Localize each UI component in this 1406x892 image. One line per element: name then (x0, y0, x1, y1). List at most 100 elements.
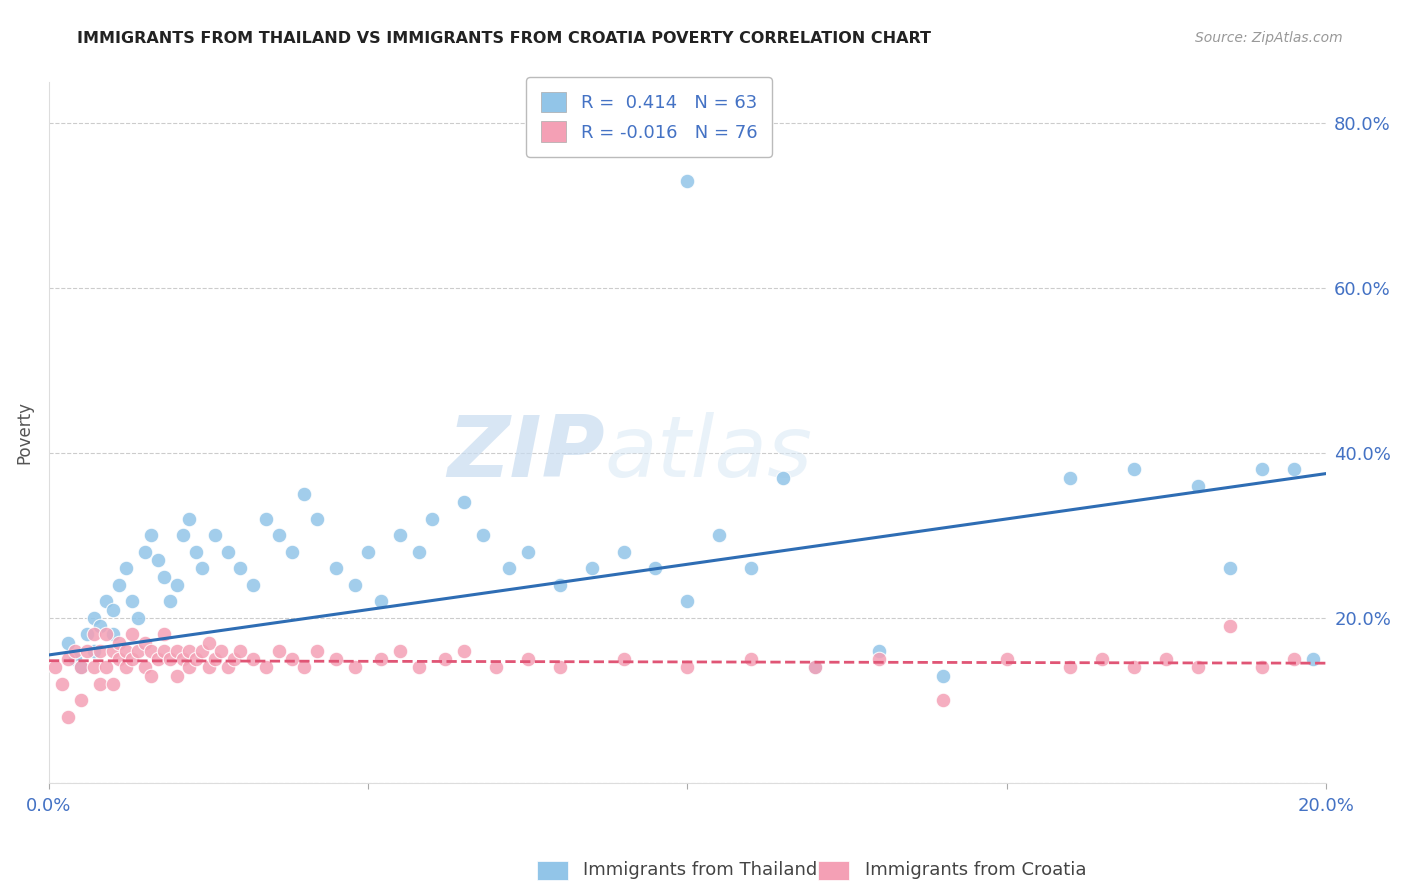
Point (408, 545, 430, 559)
Point (56, 652, 79, 666)
Point (114, 561, 136, 575)
Point (217, 545, 239, 559)
Point (292, 487, 315, 501)
Point (153, 644, 176, 658)
Point (740, 652, 762, 666)
Text: Source: ZipAtlas.com: Source: ZipAtlas.com (1195, 31, 1343, 45)
Point (1282, 462, 1305, 476)
Point (389, 644, 412, 658)
Point (516, 652, 538, 666)
Point (63, 652, 86, 666)
Point (644, 561, 666, 575)
Point (108, 578, 131, 592)
Point (204, 652, 226, 666)
Point (146, 553, 169, 567)
Point (453, 644, 475, 658)
Point (307, 512, 329, 526)
Point (166, 668, 188, 682)
Point (292, 660, 315, 674)
Point (1251, 462, 1274, 476)
Point (1282, 652, 1305, 666)
Point (179, 644, 201, 658)
Text: Immigrants from Thailand: Immigrants from Thailand (583, 861, 818, 879)
Point (485, 660, 508, 674)
Point (1091, 652, 1114, 666)
Point (76, 627, 98, 641)
Point (63, 644, 86, 658)
Point (1059, 660, 1081, 674)
Point (280, 652, 302, 666)
Point (995, 652, 1018, 666)
Point (472, 528, 495, 542)
Point (242, 578, 264, 592)
Point (121, 594, 143, 608)
Point (101, 627, 124, 641)
Point (70, 693, 93, 707)
Point (134, 660, 156, 674)
Point (772, 471, 794, 485)
Point (254, 512, 277, 526)
Point (56, 635, 79, 649)
Point (676, 174, 699, 188)
Point (83, 660, 105, 674)
Point (254, 660, 277, 674)
Point (184, 652, 207, 666)
Point (370, 652, 392, 666)
Point (166, 644, 188, 658)
Point (76, 644, 98, 658)
Point (548, 578, 571, 592)
Point (1219, 561, 1241, 575)
Point (101, 644, 124, 658)
Point (191, 644, 214, 658)
Point (804, 660, 827, 674)
Point (166, 578, 188, 592)
Point (1123, 660, 1146, 674)
Point (1187, 479, 1209, 493)
Text: IMMIGRANTS FROM THAILAND VS IMMIGRANTS FROM CROATIA POVERTY CORRELATION CHART: IMMIGRANTS FROM THAILAND VS IMMIGRANTS F… (77, 31, 931, 46)
Point (1187, 660, 1209, 674)
Point (224, 652, 246, 666)
Point (127, 644, 149, 658)
Point (159, 594, 181, 608)
Point (197, 635, 219, 649)
Point (325, 561, 347, 575)
Point (172, 652, 194, 666)
Point (612, 545, 634, 559)
Point (184, 545, 207, 559)
Point (344, 578, 367, 592)
Point (676, 594, 699, 608)
Point (420, 512, 443, 526)
Point (121, 627, 143, 641)
Legend: R =  0.414   N = 63, R = -0.016   N = 76: R = 0.414 N = 63, R = -0.016 N = 76 (526, 78, 772, 157)
Point (83, 644, 105, 658)
Text: atlas: atlas (605, 412, 813, 495)
Point (114, 660, 136, 674)
Point (121, 652, 143, 666)
Point (89, 677, 111, 691)
Point (516, 545, 538, 559)
Point (179, 512, 201, 526)
Point (229, 561, 252, 575)
Point (433, 652, 456, 666)
Point (70, 660, 93, 674)
Point (267, 644, 290, 658)
Point (280, 545, 302, 559)
Point (96, 627, 118, 641)
Point (153, 569, 176, 583)
Text: Immigrants from Croatia: Immigrants from Croatia (865, 861, 1087, 879)
Point (153, 627, 176, 641)
Point (204, 528, 226, 542)
Point (229, 644, 252, 658)
Point (134, 635, 156, 649)
Point (1059, 471, 1081, 485)
Point (70, 660, 93, 674)
Point (370, 594, 392, 608)
Point (191, 561, 214, 575)
Point (612, 652, 634, 666)
Point (932, 693, 955, 707)
Point (179, 660, 201, 674)
Point (114, 644, 136, 658)
Point (139, 644, 162, 658)
Point (267, 528, 290, 542)
Point (89, 644, 111, 658)
